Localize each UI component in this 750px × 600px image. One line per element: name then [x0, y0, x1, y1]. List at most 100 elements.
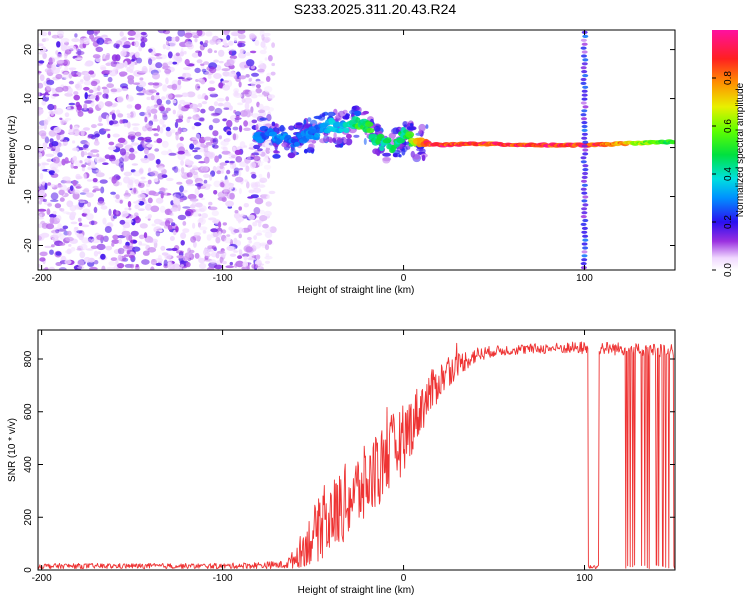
noise-speckle [51, 67, 61, 74]
noise-speckle [201, 101, 208, 105]
noise-speckle [70, 221, 78, 225]
noise-speckle [225, 200, 235, 207]
noise-speckle [46, 77, 51, 82]
noise-speckle [207, 74, 212, 80]
noise-speckle [83, 144, 89, 149]
chart-title: S233.2025.311.20.43.R24 [294, 1, 457, 17]
noise-speckle [117, 113, 124, 118]
noise-speckle [144, 203, 152, 211]
noise-speckle [55, 50, 59, 55]
noise-speckle [83, 173, 87, 180]
noise-speckle [186, 91, 196, 98]
noise-speckle [209, 39, 217, 45]
noise-speckle [197, 86, 201, 89]
noise-speckle [129, 147, 135, 153]
noise-speckle [97, 123, 104, 127]
noise-speckle [127, 201, 132, 208]
track-blob [294, 141, 300, 147]
noise-speckle [241, 98, 246, 104]
noise-speckle [116, 95, 124, 103]
noise-speckle [268, 190, 276, 195]
noise-speckle [56, 53, 63, 58]
noise-speckle [83, 127, 90, 131]
noise-speckle [180, 172, 184, 176]
noise-speckle [103, 73, 109, 77]
stripe-dot [582, 234, 589, 238]
noise-speckle [84, 62, 93, 67]
noise-speckle [79, 251, 86, 259]
noise-speckle [159, 126, 164, 134]
stripe-dot [580, 101, 587, 105]
noise-speckle [153, 133, 159, 137]
noise-speckle [133, 187, 137, 194]
noise-speckle [38, 43, 44, 47]
noise-speckle [172, 109, 176, 115]
noise-speckle [102, 93, 109, 99]
noise-speckle [235, 77, 241, 82]
stripe-dot [580, 38, 587, 42]
noise-speckle [51, 141, 59, 147]
track-blob [343, 127, 350, 133]
noise-speckle [255, 232, 263, 236]
noise-speckle [191, 212, 200, 217]
noise-speckle [233, 229, 240, 233]
noise-speckle [131, 123, 140, 126]
noise-speckle [119, 219, 126, 225]
stripe-dot [582, 168, 589, 172]
noise-speckle [86, 30, 95, 36]
noise-speckle [189, 198, 199, 202]
noise-speckle [261, 229, 271, 233]
noise-speckle [183, 129, 187, 132]
track-halo [295, 122, 305, 131]
noise-speckle [247, 196, 254, 199]
noise-speckle [237, 30, 246, 34]
noise-speckle [211, 210, 219, 217]
noise-speckle [38, 213, 43, 218]
noise-speckle [161, 252, 169, 256]
noise-speckle [161, 140, 169, 148]
track-halo [406, 126, 415, 131]
noise-speckle [98, 101, 104, 109]
noise-speckle [102, 162, 109, 165]
noise-speckle [146, 106, 151, 113]
noise-speckle [126, 95, 134, 102]
track-halo [345, 133, 352, 139]
noise-speckle [176, 255, 184, 259]
noise-speckle [201, 165, 209, 172]
noise-speckle [77, 259, 85, 267]
noise-speckle [174, 121, 179, 129]
stripe-dot [581, 207, 588, 211]
noise-speckle [209, 66, 217, 74]
noise-speckle [194, 67, 201, 74]
noise-speckle [223, 107, 230, 110]
noise-speckle [128, 207, 132, 211]
noise-speckle [162, 84, 168, 92]
noise-speckle [111, 176, 117, 184]
noise-speckle [185, 153, 192, 157]
noise-speckle [88, 89, 94, 94]
noise-speckle [253, 207, 261, 215]
colorbar-tick-label: 0.8 [723, 71, 734, 85]
noise-speckle [95, 172, 105, 178]
noise-speckle [182, 72, 192, 78]
noise-speckle [96, 91, 103, 96]
noise-speckle [238, 233, 242, 239]
noise-speckle [92, 166, 97, 169]
noise-speckle [145, 123, 153, 130]
noise-speckle [129, 255, 134, 259]
track-blob [405, 131, 415, 139]
noise-speckle [266, 171, 271, 179]
track-halo [388, 132, 396, 139]
noise-speckle [217, 196, 226, 201]
noise-speckle [73, 94, 80, 101]
noise-speckle [93, 86, 97, 93]
noise-speckle [176, 250, 184, 254]
noise-speckle [48, 170, 55, 175]
track-halo [418, 129, 422, 136]
track-halo [354, 110, 362, 117]
noise-speckle [153, 229, 163, 233]
noise-speckle [184, 210, 192, 217]
noise-speckle [127, 182, 134, 190]
noise-speckle [150, 95, 155, 101]
noise-speckle [130, 230, 139, 237]
